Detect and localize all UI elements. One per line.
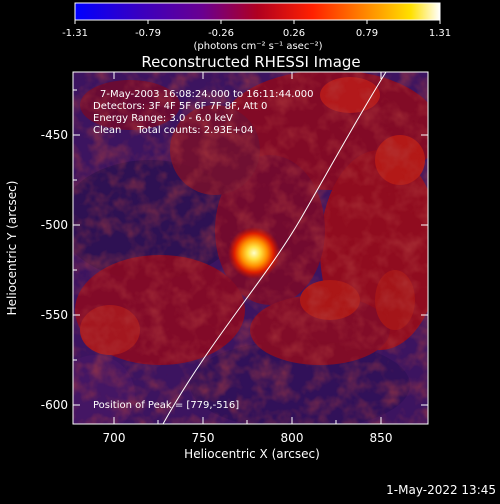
colorbar-tick-label: 1.31 [429, 28, 451, 39]
x-axis-label: Heliocentric X (arcsec) [184, 447, 320, 461]
annotation-detectors: Detectors: 3F 4F 5F 6F 7F 8F, Att 0 [93, 101, 267, 112]
colorbar-units: (photons cm⁻² s⁻¹ asec⁻²) [193, 41, 322, 52]
colorbar-ticks [74, 20, 441, 24]
render-timestamp: 1-May-2022 13:45 [386, 483, 496, 497]
y-axis: -450 -500 -550 -600 Heliocentric Y (arcs… [5, 89, 428, 412]
annotation-time: 7-May-2003 16:08:24.000 to 16:11:44.000 [100, 89, 313, 100]
colorbar-gradient [74, 2, 441, 21]
plot-frame [72, 71, 429, 425]
y-tick-label: -550 [41, 308, 68, 322]
colorbar-tick-label: -0.26 [208, 28, 234, 39]
x-tick-label: 800 [281, 431, 304, 445]
y-tick-label: -500 [41, 218, 68, 232]
solar-limb-line [162, 72, 387, 424]
annotation-clean: Clean Total counts: 2.93E+04 [93, 125, 253, 136]
colorbar: -1.31 -0.79 -0.26 0.26 0.79 1.31 (photon… [62, 2, 451, 52]
colorbar-tick-label: 0.26 [283, 28, 305, 39]
annotations: 7-May-2003 16:08:24.000 to 16:11:44.000 … [93, 89, 313, 411]
colorbar-tick-label: 0.79 [356, 28, 378, 39]
x-tick-label: 850 [370, 431, 393, 445]
x-axis: 700 750 800 850 Heliocentric X (arcsec) [103, 72, 393, 461]
image-area [73, 72, 428, 424]
colorbar-tick-label: -0.79 [135, 28, 161, 39]
y-axis-label: Heliocentric Y (arcsec) [5, 181, 19, 316]
annotation-peak-position: Position of Peak = [779,-516] [93, 400, 239, 411]
plot-title: Reconstructed RHESSI Image [141, 53, 360, 71]
x-tick-label: 700 [103, 431, 126, 445]
x-tick-label: 750 [192, 431, 215, 445]
flare-peak-source [228, 227, 280, 279]
colorbar-tick-label: -1.31 [62, 28, 88, 39]
y-tick-label: -600 [41, 398, 68, 412]
y-tick-label: -450 [41, 128, 68, 142]
annotation-energy: Energy Range: 3.0 - 6.0 keV [93, 113, 233, 124]
